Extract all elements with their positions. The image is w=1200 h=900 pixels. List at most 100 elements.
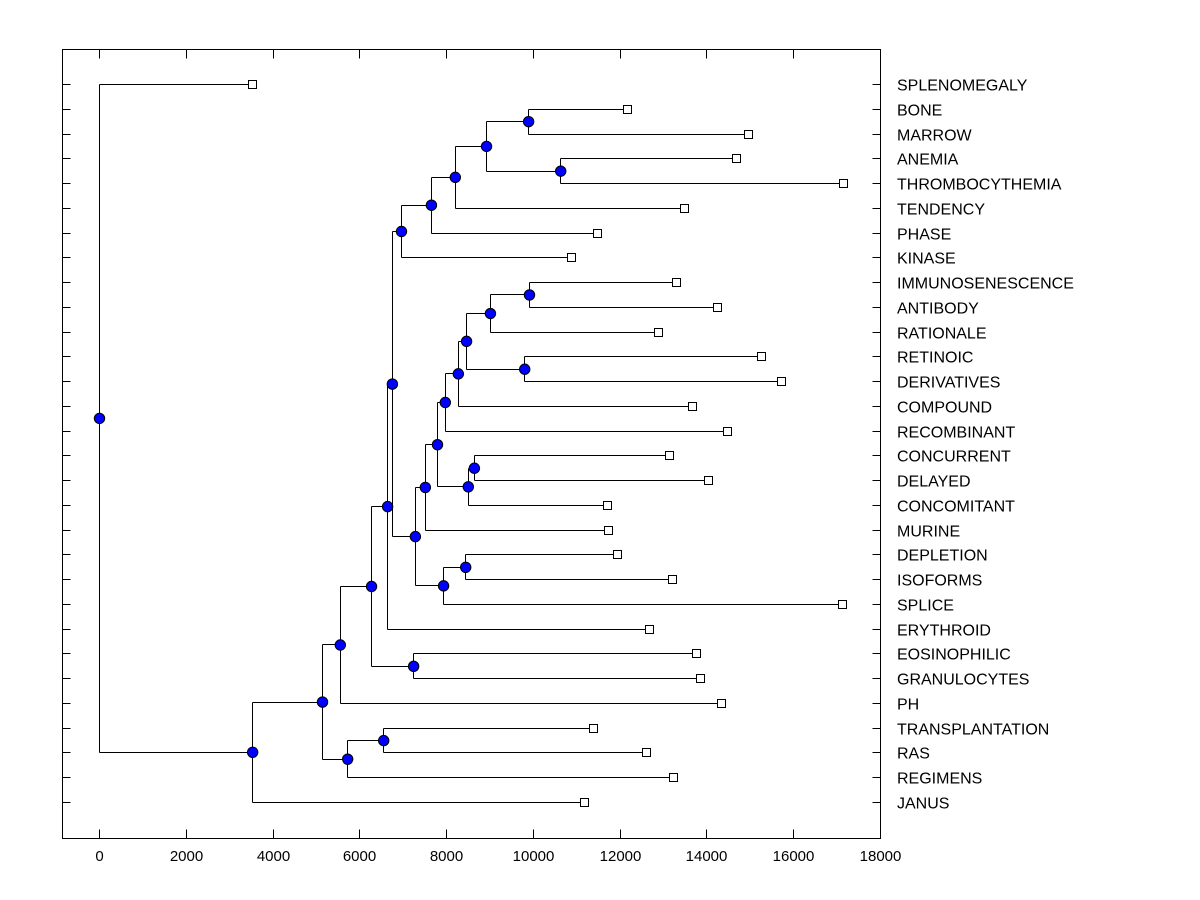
leaf-label: KINASE bbox=[897, 251, 956, 268]
merge-node-marker bbox=[93, 412, 106, 425]
merge-node-marker bbox=[425, 199, 438, 211]
leaf-marker bbox=[603, 501, 612, 510]
leaf-label: TRANSPLANTATION bbox=[897, 722, 1049, 739]
leaf-marker bbox=[757, 352, 766, 361]
leaf-label: IMMUNOSENESCENCE bbox=[897, 276, 1074, 293]
dendrogram-nodes bbox=[93, 80, 848, 807]
leaf-marker bbox=[672, 278, 681, 287]
leaf-marker bbox=[665, 451, 674, 460]
merge-node-marker bbox=[431, 438, 444, 451]
leaf-label: MURINE bbox=[897, 524, 960, 541]
leaf-label: COMPOUND bbox=[897, 400, 992, 417]
leaf-label: SPLENOMEGALY bbox=[897, 78, 1028, 95]
x-tick-label: 18000 bbox=[860, 848, 902, 865]
merge-node-marker bbox=[334, 639, 347, 651]
leaf-marker bbox=[704, 476, 713, 485]
merge-node-marker bbox=[395, 225, 408, 238]
leaf-label: PH bbox=[897, 697, 919, 714]
x-tick-label: 0 bbox=[95, 848, 103, 865]
merge-node-marker bbox=[519, 363, 531, 375]
x-tick-label: 4000 bbox=[257, 848, 290, 865]
merge-node-marker bbox=[468, 462, 481, 474]
plot-frame bbox=[62, 49, 881, 839]
x-tick-label: 6000 bbox=[343, 848, 376, 865]
leaf-label: ISOFORMS bbox=[897, 573, 982, 590]
leaf-marker bbox=[623, 105, 632, 114]
merge-node-marker bbox=[480, 140, 493, 153]
leaf-marker bbox=[669, 773, 678, 782]
leaf-marker bbox=[593, 229, 602, 238]
merge-node-marker bbox=[386, 378, 399, 390]
leaf-marker bbox=[580, 798, 589, 807]
leaf-marker bbox=[713, 303, 722, 312]
leaf-label: RETINOIC bbox=[897, 350, 973, 367]
merge-node-marker bbox=[377, 734, 390, 747]
leaf-marker bbox=[604, 526, 613, 535]
leaf-marker bbox=[723, 427, 732, 436]
merge-node-marker bbox=[419, 481, 432, 494]
leaf-label: TENDENCY bbox=[897, 202, 985, 219]
leaf-marker bbox=[613, 550, 622, 559]
merge-node-marker bbox=[523, 289, 536, 301]
merge-node-marker bbox=[555, 165, 567, 177]
leaf-marker bbox=[567, 253, 576, 262]
leaf-label: CONCURRENT bbox=[897, 449, 1011, 466]
leaf-marker bbox=[777, 377, 786, 386]
leaf-label: GRANULOCYTES bbox=[897, 672, 1029, 689]
leaf-marker bbox=[692, 649, 701, 658]
leaf-marker bbox=[744, 130, 753, 139]
leaf-marker bbox=[717, 699, 726, 708]
merge-node-marker bbox=[365, 580, 378, 593]
merge-node-marker bbox=[484, 307, 497, 320]
leaf-label: THROMBOCYTHEMIA bbox=[897, 177, 1062, 194]
leaf-marker bbox=[839, 179, 848, 188]
merge-node-marker bbox=[381, 500, 394, 513]
merge-node-marker bbox=[452, 368, 465, 380]
leaf-marker bbox=[680, 204, 689, 213]
merge-node-marker bbox=[341, 753, 354, 765]
leaf-marker bbox=[668, 575, 677, 584]
leaf-label: SPLICE bbox=[897, 598, 954, 615]
merge-node-marker bbox=[407, 660, 420, 673]
leaf-marker bbox=[838, 600, 847, 609]
merge-node-marker bbox=[462, 481, 475, 493]
merge-node-marker bbox=[449, 171, 461, 184]
leaf-marker bbox=[696, 674, 705, 683]
leaf-marker bbox=[645, 625, 654, 634]
axis-ticks bbox=[62, 49, 881, 839]
leaf-label: PHASE bbox=[897, 227, 951, 244]
x-tick-label: 14000 bbox=[686, 848, 728, 865]
leaf-label: REGIMENS bbox=[897, 771, 982, 788]
leaf-marker bbox=[248, 80, 257, 89]
leaf-label: DELAYED bbox=[897, 474, 971, 491]
leaf-label: CONCOMITANT bbox=[897, 499, 1015, 516]
leaf-label: ANTIBODY bbox=[897, 301, 979, 318]
leaf-labels: SPLENOMEGALY BONE MARROW ANEMIA THROMBOCYTHE… bbox=[897, 78, 1074, 813]
leaf-label: RATIONALE bbox=[897, 326, 987, 343]
leaf-marker bbox=[642, 748, 651, 757]
leaf-marker bbox=[654, 328, 663, 337]
leaf-label: ERYTHROID bbox=[897, 623, 991, 640]
merge-node-marker bbox=[460, 335, 473, 348]
leaf-label: RECOMBINANT bbox=[897, 425, 1015, 442]
merge-node-marker bbox=[246, 746, 259, 758]
x-tick-label: 10000 bbox=[513, 848, 555, 865]
merge-node-marker bbox=[522, 115, 535, 128]
leaf-label: DERIVATIVES bbox=[897, 375, 1000, 392]
leaf-label: MARROW bbox=[897, 128, 973, 145]
dendrogram-links bbox=[99, 84, 844, 803]
merge-node-marker bbox=[437, 580, 450, 592]
merge-node-marker bbox=[409, 530, 422, 543]
x-tick-label: 12000 bbox=[600, 848, 642, 865]
merge-node-marker bbox=[439, 396, 452, 409]
leaf-label: ANEMIA bbox=[897, 152, 959, 169]
merge-node-marker bbox=[316, 696, 329, 708]
leaf-label: DEPLETION bbox=[897, 548, 988, 565]
leaf-label: BONE bbox=[897, 103, 942, 120]
leaf-label: JANUS bbox=[897, 796, 949, 813]
x-axis-tick-labels: 0 2000 4000 6000 8000 10000 12000 14000 16000 180… bbox=[95, 848, 901, 865]
x-tick-label: 16000 bbox=[773, 848, 815, 865]
x-tick-label: 2000 bbox=[170, 848, 203, 865]
x-tick-label: 8000 bbox=[430, 848, 463, 865]
